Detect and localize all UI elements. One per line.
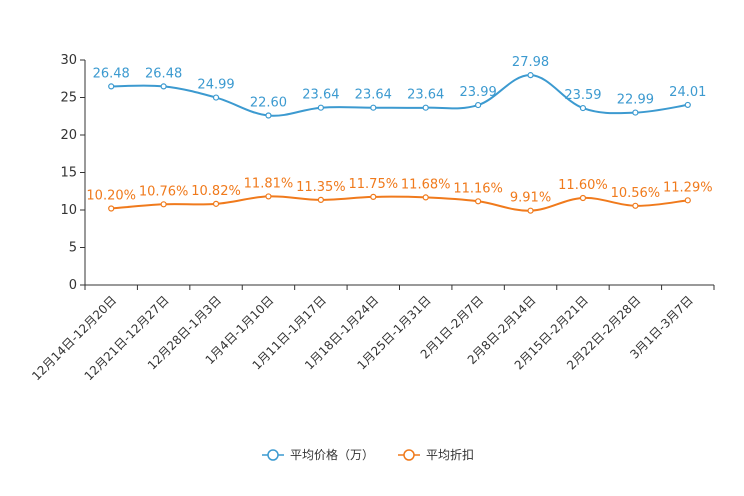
discount-data-point[interactable] <box>579 194 587 202</box>
price-data-point[interactable] <box>160 83 167 90</box>
discount-data-label: 11.68% <box>401 177 451 192</box>
discount-data-label: 10.20% <box>86 189 136 204</box>
price-data-label: 23.64 <box>355 88 392 103</box>
legend-label: 平均价格（万） <box>290 447 374 462</box>
discount-data-point[interactable] <box>632 202 639 209</box>
y-tick-label: 25 <box>60 91 77 106</box>
price-data-label: 27.98 <box>512 55 549 70</box>
price-data-point[interactable] <box>212 94 220 101</box>
price-data-label: 23.59 <box>564 88 601 103</box>
price-data-point[interactable] <box>108 83 115 90</box>
discount-data-label: 11.60% <box>558 178 608 193</box>
discount-data-label: 10.56% <box>611 186 661 201</box>
y-tick-label: 30 <box>60 53 77 68</box>
legend-marker-icon <box>403 449 415 461</box>
x-tick-label: 12月14日-12月20日 <box>29 293 119 383</box>
price-data-label: 23.99 <box>460 85 497 100</box>
discount-data-label: 11.35% <box>296 180 346 195</box>
discount-data-point[interactable] <box>212 200 220 207</box>
price-data-point[interactable] <box>475 101 482 109</box>
chart-data-labels: 26.48 26.48 24.99 22.60 23.64 23.64 23.64 23.99… <box>86 55 712 206</box>
discount-data-point[interactable] <box>684 197 691 204</box>
discount-data-label: 10.76% <box>139 184 189 199</box>
discount-data-point[interactable] <box>370 193 377 200</box>
price-data-point[interactable] <box>684 101 691 109</box>
y-tick-label: 10 <box>60 203 77 218</box>
discount-data-point[interactable] <box>108 205 115 212</box>
price-data-label: 26.48 <box>145 66 182 81</box>
legend-item-price[interactable]: 平均价格（万） <box>262 447 374 462</box>
discount-data-label: 9.91% <box>510 191 551 206</box>
price-data-label: 23.64 <box>302 88 339 103</box>
discount-data-label: 11.29% <box>663 180 713 195</box>
discount-series-line <box>111 195 688 212</box>
price-data-point[interactable] <box>265 112 272 119</box>
price-data-label: 24.01 <box>669 85 706 100</box>
price-data-point[interactable] <box>579 104 587 112</box>
y-tick-label: 20 <box>60 128 77 143</box>
discount-data-point[interactable] <box>317 196 324 203</box>
y-tick-label: 0 <box>69 278 77 293</box>
discount-data-label: 10.82% <box>191 184 241 199</box>
y-tick-label: 15 <box>60 166 77 181</box>
discount-data-label: 11.75% <box>349 177 399 192</box>
legend-label: 平均折扣 <box>426 447 474 462</box>
price-data-label: 22.99 <box>617 93 654 108</box>
chart-series <box>108 72 691 214</box>
price-data-label: 23.64 <box>407 88 444 103</box>
legend-item-discount[interactable]: 平均折扣 <box>398 447 474 462</box>
discount-data-point[interactable] <box>475 198 482 205</box>
discount-data-label: 11.16% <box>453 181 503 196</box>
legend-marker-icon <box>267 449 279 461</box>
discount-data-label: 11.81% <box>244 176 294 191</box>
price-data-point[interactable] <box>527 72 534 79</box>
discount-data-point[interactable] <box>160 201 167 208</box>
price-data-label: 26.48 <box>93 66 130 81</box>
price-data-label: 24.99 <box>197 78 234 93</box>
price-data-point[interactable] <box>422 104 429 111</box>
price-data-point[interactable] <box>317 104 324 111</box>
discount-data-point[interactable] <box>422 194 429 201</box>
price-data-label: 22.60 <box>250 96 287 111</box>
price-data-point[interactable] <box>370 104 377 111</box>
y-tick-label: 5 <box>69 241 77 256</box>
chart-legend[interactable]: 平均价格（万） 平均折扣 <box>262 447 474 462</box>
discount-data-point[interactable] <box>265 193 272 200</box>
discount-data-point[interactable] <box>527 207 534 214</box>
price-data-point[interactable] <box>632 109 639 116</box>
